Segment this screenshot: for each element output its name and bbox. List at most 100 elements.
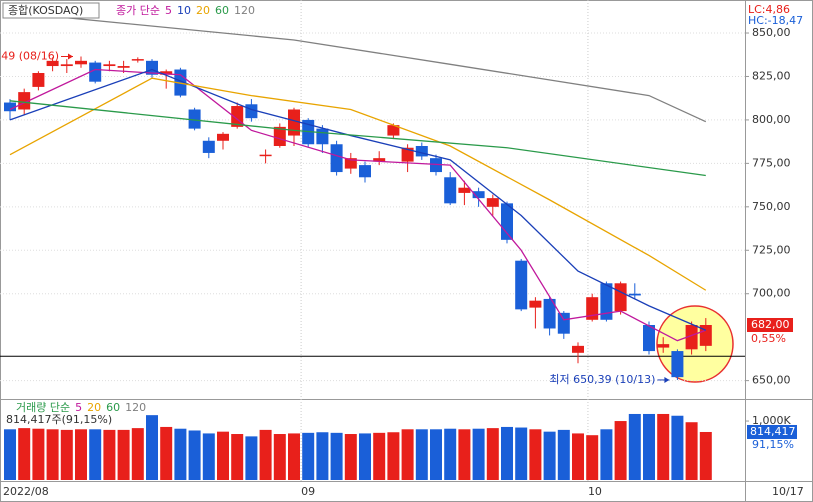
candle-body: [387, 125, 400, 136]
volume-bar: [444, 428, 457, 480]
volume-bar: [572, 433, 584, 480]
ma-line: [9, 68, 707, 331]
volume-bar: [600, 429, 613, 480]
annotation-arrowhead: [68, 53, 73, 60]
volume-bar: [316, 432, 329, 480]
legend-entry: 120: [234, 4, 255, 17]
volume-bar: [685, 422, 698, 480]
y-tick-label: 1,000K: [752, 414, 791, 427]
ma-line: [9, 68, 707, 342]
volume-bar: [387, 432, 400, 480]
current-volume: 814,417: [750, 425, 796, 438]
candle-body: [430, 158, 442, 173]
candle-body: [373, 158, 386, 162]
ma-line: [9, 77, 707, 291]
chart-title: 종합(KOSDAQ): [8, 4, 83, 17]
candle-body: [60, 64, 73, 67]
candle-body: [501, 203, 513, 240]
volume-bar: [657, 413, 670, 480]
y-tick-label: 825,00: [752, 69, 791, 82]
candle-body: [75, 60, 87, 65]
candle-body: [117, 66, 130, 68]
volume-bar: [4, 429, 16, 480]
volume-bar: [543, 431, 556, 480]
volume-bar: [486, 428, 499, 480]
volume-bar: [401, 429, 414, 480]
x-tick-label: 09: [301, 485, 315, 498]
annotation: 최저 650,39 (10/13): [549, 373, 655, 386]
candle-body: [515, 260, 528, 310]
volume-header: 814,417주(91,15%): [6, 413, 112, 426]
legend: 종가 단순 5 10 20 60 120: [116, 4, 255, 17]
volume-bar: [628, 413, 641, 480]
volume-bar: [259, 429, 272, 480]
volume-bar: [501, 426, 513, 480]
candle-body: [628, 293, 641, 296]
legend-entry: 20: [87, 401, 101, 414]
candle-body: [89, 62, 102, 82]
volume-bar: [472, 428, 485, 480]
volume-bar: [430, 429, 442, 480]
volume-bar: [557, 429, 570, 480]
legend-label: 종가 단순: [116, 4, 160, 17]
candle-body: [671, 351, 684, 378]
legend-entry: 20: [196, 4, 210, 17]
volume-bar: [359, 433, 371, 480]
ma-line: [9, 11, 707, 123]
annotation-arrowhead: [664, 376, 670, 383]
candle-body: [401, 147, 414, 162]
candle-body: [529, 300, 542, 308]
candle-body: [600, 283, 613, 320]
y-tick-label: 850,00: [752, 26, 791, 39]
volume-bar: [373, 432, 386, 480]
candle-body: [316, 128, 329, 145]
title-box: [2, 2, 100, 19]
x-tick-label: 10: [588, 485, 602, 498]
candle-body: [614, 283, 627, 312]
volume-bar: [18, 428, 31, 480]
volume-bar: [671, 415, 684, 480]
candle-body: [202, 140, 215, 153]
volume-bar: [117, 429, 130, 480]
candle-body: [217, 133, 229, 141]
volume-bar: [245, 436, 258, 480]
volume-bar: [415, 429, 428, 480]
y-tick-label: 650,00: [752, 374, 791, 387]
volume-bar: [160, 426, 173, 480]
volume-bar: [32, 428, 45, 480]
volume-bar: [288, 433, 300, 480]
candle-body: [32, 72, 45, 87]
volume-bar: [515, 427, 528, 480]
candle-body: [359, 165, 371, 178]
volume-bar: [46, 429, 59, 480]
volume-bar: [75, 429, 87, 480]
candle-body: [486, 198, 499, 207]
current-volume-pct: 91,15%: [752, 438, 794, 451]
candle-body: [330, 144, 343, 173]
annotation: 최고 836,49 (08/16): [0, 50, 59, 63]
candle-body: [557, 312, 570, 334]
candle-body: [586, 297, 599, 320]
candle-body: [657, 344, 670, 348]
candle-body: [458, 187, 471, 193]
legend-entry: 5: [165, 4, 172, 17]
volume-bar: [231, 434, 244, 480]
legend: 거래량 단순 5 20 60 120: [16, 401, 146, 414]
volume-bar: [458, 429, 471, 480]
legend-label: 거래량 단순: [16, 401, 70, 414]
legend-entry: 60: [106, 401, 120, 414]
candle-body: [131, 59, 144, 61]
candle-body: [444, 177, 457, 204]
legend-entry: 60: [215, 4, 229, 17]
volume-bar: [529, 429, 542, 480]
candle-body: [160, 71, 173, 75]
candle-body: [259, 154, 272, 157]
candle-body: [18, 92, 31, 110]
y-tick-label: 700,00: [752, 287, 791, 300]
current-change: 0,55%: [751, 332, 786, 345]
legend-entry: 5: [75, 401, 82, 414]
candle-body: [103, 64, 116, 67]
volume-bar: [614, 421, 627, 480]
volume-bar: [217, 431, 229, 480]
